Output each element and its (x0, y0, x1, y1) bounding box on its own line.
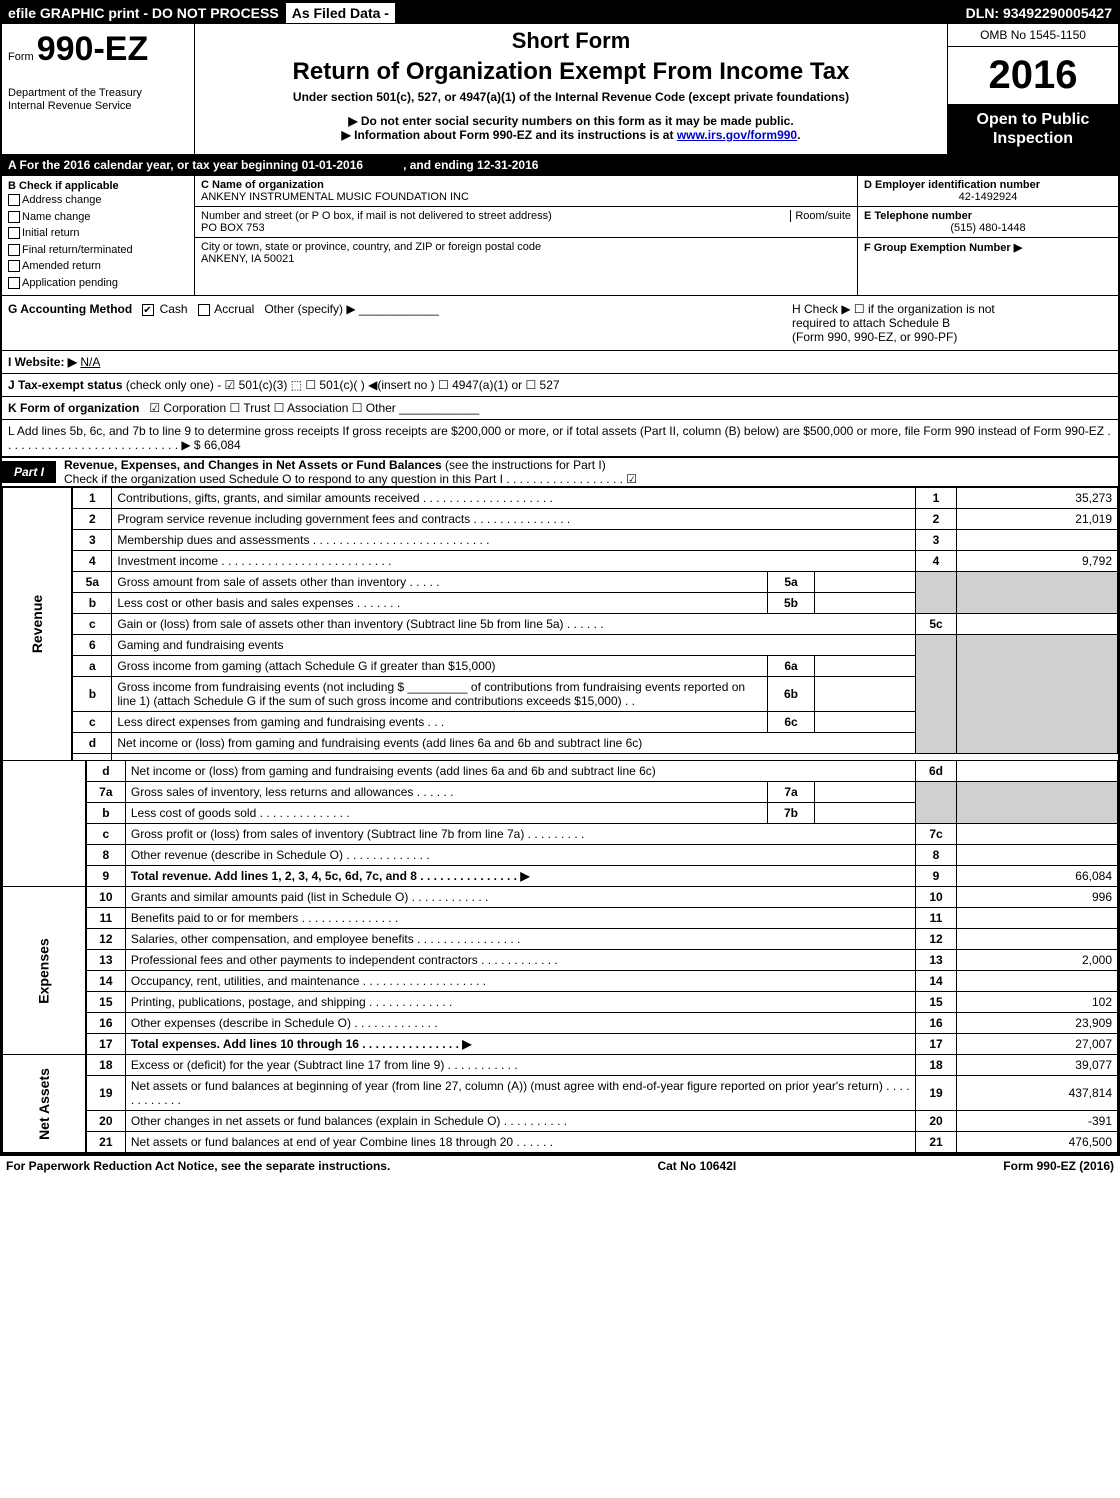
header-right: OMB No 1545-1150 2016 Open to Public Ins… (947, 24, 1118, 154)
efile-label: efile GRAPHIC print - DO NOT PROCESS (2, 3, 285, 23)
check-accrual[interactable] (198, 304, 210, 316)
revenue-side-label: Revenue (3, 488, 73, 761)
check-address-change[interactable]: Address change (8, 192, 188, 209)
line-7a: 7a Gross sales of inventory, less return… (3, 782, 1118, 803)
bcde-row: B Check if applicable Address change Nam… (2, 176, 1118, 296)
under-section: Under section 501(c), 527, or 4947(a)(1)… (203, 90, 939, 104)
check-initial-return[interactable]: Initial return (8, 225, 188, 242)
line-5a: 5a Gross amount from sale of assets othe… (3, 572, 1118, 593)
department-label: Department of the Treasury Internal Reve… (8, 87, 188, 113)
phone-block: E Telephone number (515) 480-1448 (858, 207, 1118, 238)
line-4: 4 Investment income . . . . . . . . . . … (3, 551, 1118, 572)
form-header: Form 990-EZ Department of the Treasury I… (2, 24, 1118, 155)
ein-block: D Employer identification number 42-1492… (858, 176, 1118, 207)
ein: 42-1492924 (864, 191, 1112, 203)
top-bar: efile GRAPHIC print - DO NOT PROCESS As … (2, 2, 1118, 24)
part1-badge: Part I (2, 461, 56, 483)
street-block: Number and street (or P O box, if mail i… (195, 207, 857, 238)
city: ANKENY, IA 50021 (201, 253, 851, 265)
check-name-change[interactable]: Name change (8, 209, 188, 226)
org-name-block: C Name of organization ANKENY INSTRUMENT… (195, 176, 857, 207)
footer-right: Form 990-EZ (2016) (1003, 1159, 1114, 1173)
j-row: J Tax-exempt status (check only one) - ☑… (2, 374, 1118, 397)
check-application-pending[interactable]: Application pending (8, 275, 188, 292)
line-6: 6 Gaming and fundraising events (3, 635, 1118, 656)
check-amended-return[interactable]: Amended return (8, 258, 188, 275)
group-exemption-block: F Group Exemption Number ▶ (858, 238, 1118, 257)
return-title: Return of Organization Exempt From Incom… (203, 58, 939, 86)
website-row: I Website: ▶ N/A (2, 351, 1118, 374)
line-12: 12Salaries, other compensation, and empl… (3, 929, 1118, 950)
footer-left: For Paperwork Reduction Act Notice, see … (6, 1159, 390, 1173)
line-13: 13Professional fees and other payments t… (3, 950, 1118, 971)
gross-receipts: 66,084 (204, 438, 241, 452)
line-20: 20Other changes in net assets or fund ba… (3, 1111, 1118, 1132)
line-21: 21Net assets or fund balances at end of … (3, 1132, 1118, 1153)
section-b: B Check if applicable Address change Nam… (2, 176, 195, 295)
phone: (515) 480-1448 (864, 222, 1112, 234)
section-h: H Check ▶ ☐ if the organization is not r… (792, 302, 1112, 344)
short-form-title: Short Form (203, 28, 939, 54)
row-a: A For the 2016 calendar year, or tax yea… (2, 155, 1118, 176)
footer-mid: Cat No 10642I (390, 1159, 1003, 1173)
line-9: 9 Total revenue. Add lines 1, 2, 3, 4, 5… (3, 866, 1118, 887)
line-11: 11Benefits paid to or for members . . . … (3, 908, 1118, 929)
line-3: 3 Membership dues and assessments . . . … (3, 530, 1118, 551)
line-7c: c Gross profit or (loss) from sales of i… (3, 824, 1118, 845)
part1-table: Revenue 1 Contributions, gifts, grants, … (2, 487, 1118, 761)
line-16: 16Other expenses (describe in Schedule O… (3, 1013, 1118, 1034)
form-990ez: efile GRAPHIC print - DO NOT PROCESS As … (0, 0, 1120, 1155)
irs-link[interactable]: www.irs.gov/form990 (677, 128, 797, 142)
omb-number: OMB No 1545-1150 (948, 24, 1118, 47)
tax-year: 2016 (948, 47, 1118, 104)
public-notice: ▶ Do not enter social security numbers o… (203, 114, 939, 142)
line-10: Expenses 10 Grants and similar amounts p… (3, 887, 1118, 908)
revenue-side-cont (3, 761, 86, 887)
part1-header: Part I Revenue, Expenses, and Changes in… (2, 458, 1118, 487)
netassets-side-label: Net Assets (3, 1055, 86, 1153)
expenses-side-label: Expenses (3, 887, 86, 1055)
footer: For Paperwork Reduction Act Notice, see … (0, 1155, 1120, 1176)
as-filed-label: As Filed Data - (285, 2, 396, 24)
line-1: Revenue 1 Contributions, gifts, grants, … (3, 488, 1118, 509)
org-name: ANKENY INSTRUMENTAL MUSIC FOUNDATION INC (201, 191, 851, 203)
line-17: 17Total expenses. Add lines 10 through 1… (3, 1034, 1118, 1055)
k-row: K Form of organization ☑ Corporation ☐ T… (2, 397, 1118, 420)
section-c: C Name of organization ANKENY INSTRUMENT… (195, 176, 857, 295)
line-19: 19Net assets or fund balances at beginni… (3, 1076, 1118, 1111)
line-14: 14Occupancy, rent, utilities, and mainte… (3, 971, 1118, 992)
part1-table-cont: d Net income or (loss) from gaming and f… (2, 760, 1118, 1153)
check-cash[interactable] (142, 304, 154, 316)
line-8: 8 Other revenue (describe in Schedule O)… (3, 845, 1118, 866)
line-6d-row: d Net income or (loss) from gaming and f… (3, 761, 1118, 782)
section-def: D Employer identification number 42-1492… (857, 176, 1118, 295)
gh-row: G Accounting Method Cash Accrual Other (… (2, 296, 1118, 351)
line-5c: c Gain or (loss) from sale of assets oth… (3, 614, 1118, 635)
l-row: L Add lines 5b, 6c, and 7b to line 9 to … (2, 420, 1118, 458)
header-left: Form 990-EZ Department of the Treasury I… (2, 24, 195, 154)
line-2: 2 Program service revenue including gove… (3, 509, 1118, 530)
accounting-method: G Accounting Method Cash Accrual Other (… (8, 302, 792, 344)
city-block: City or town, state or province, country… (195, 238, 857, 268)
street: PO BOX 753 (201, 222, 851, 234)
header-center: Short Form Return of Organization Exempt… (195, 24, 947, 154)
open-public-badge: Open to Public Inspection (948, 104, 1118, 154)
form-number: Form 990-EZ (8, 30, 188, 69)
check-final-return[interactable]: Final return/terminated (8, 242, 188, 259)
line-18: Net Assets 18Excess or (deficit) for the… (3, 1055, 1118, 1076)
website-value: N/A (80, 355, 100, 369)
line-15: 15Printing, publications, postage, and s… (3, 992, 1118, 1013)
dln: DLN: 93492290005427 (960, 3, 1118, 23)
